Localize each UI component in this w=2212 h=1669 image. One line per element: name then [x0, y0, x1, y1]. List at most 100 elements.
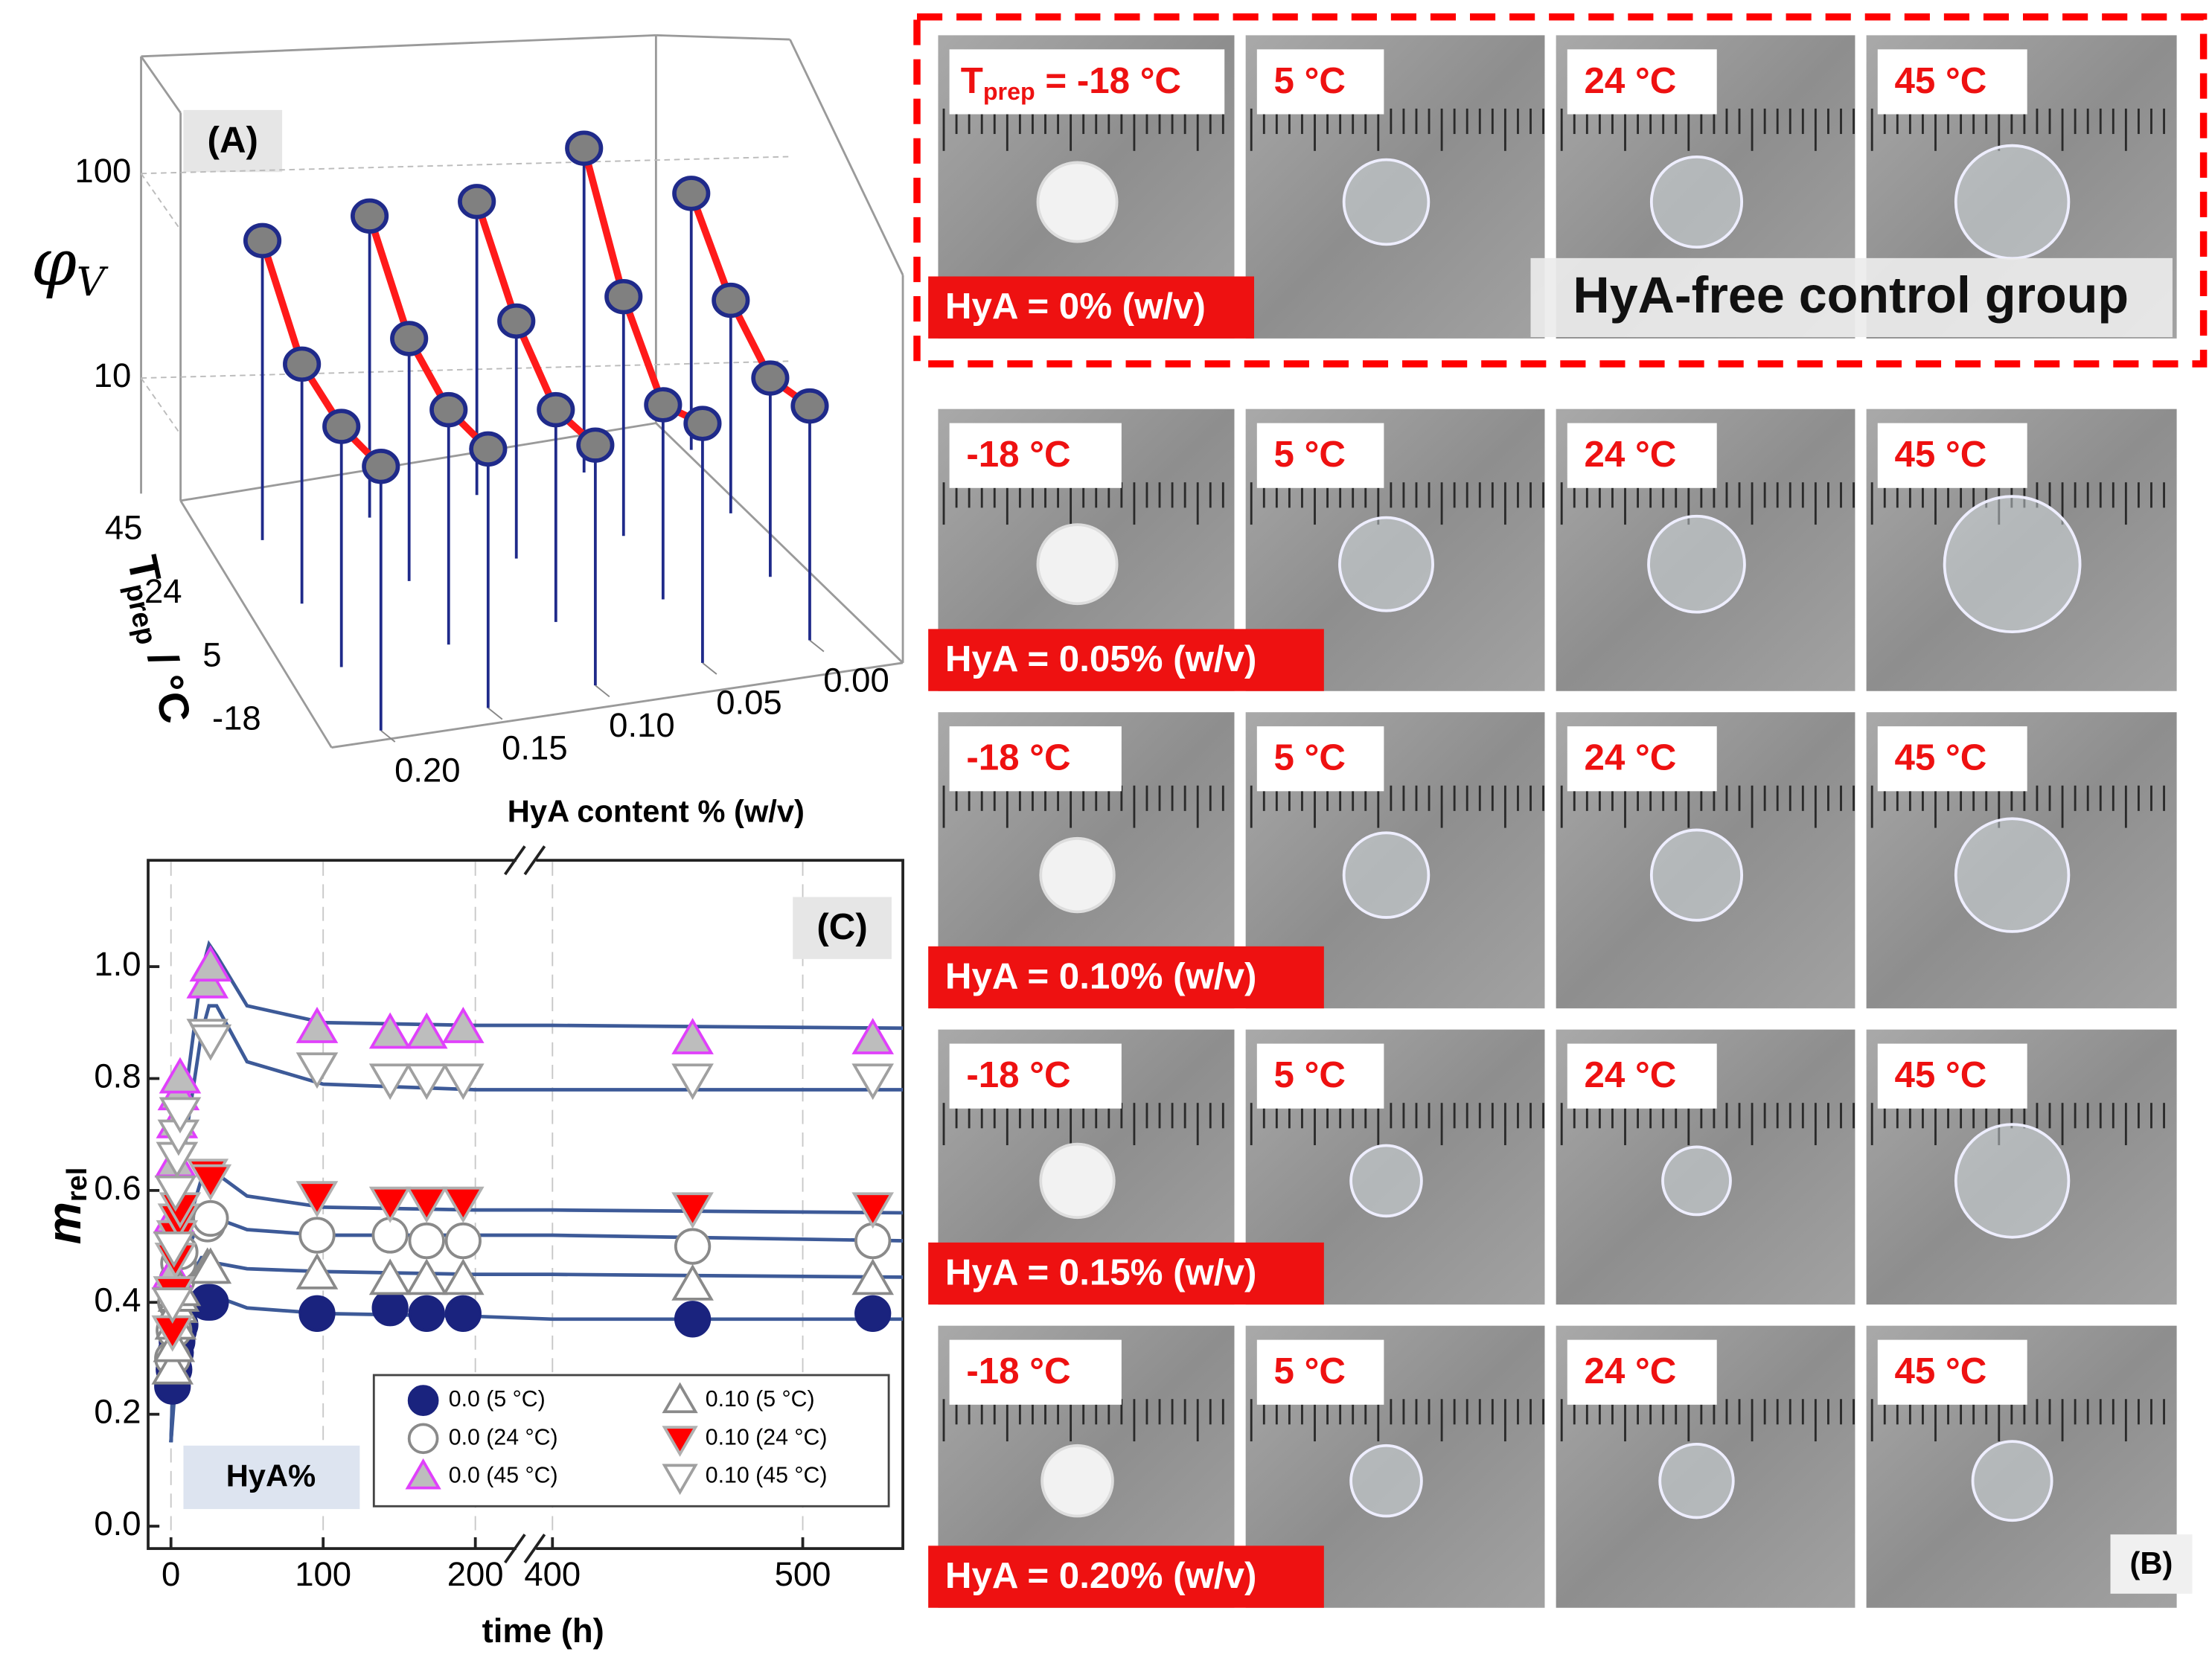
temp-label-bg [1567, 423, 1717, 488]
marker [674, 1301, 712, 1338]
temp-label: 45 °C [1895, 60, 1987, 101]
hya-label: HyA = 0% (w/v) [945, 286, 1206, 327]
gel-disc [1039, 836, 1116, 914]
x-tick-label: 0.00 [823, 661, 889, 699]
temp-label-bg [1256, 1043, 1384, 1109]
temp-label-bg [1567, 1339, 1717, 1405]
temp-label: 5 °C [1274, 1054, 1346, 1095]
marker [851, 1063, 895, 1101]
legend-label: 0.10 (5 °C) [706, 1387, 815, 1412]
z-axis-label-sub: V [77, 258, 109, 304]
marker [295, 1181, 339, 1218]
x-tick [809, 639, 825, 653]
chain-line [581, 147, 704, 427]
temp-label: 24 °C [1585, 737, 1677, 778]
marker [444, 1295, 482, 1332]
temp-label: 24 °C [1585, 1054, 1677, 1095]
x-tick-label: 500 [775, 1555, 831, 1593]
x-axis-label: time (h) [482, 1612, 604, 1650]
temp-label: 24 °C [1585, 434, 1677, 475]
marker [537, 391, 575, 428]
marker [371, 1290, 409, 1327]
x-tick-label: 200 [447, 1555, 504, 1593]
marker [151, 1287, 194, 1324]
temp-label: 5 °C [1274, 434, 1346, 475]
marker [851, 1258, 895, 1295]
y-tick-label: 45 [105, 509, 143, 547]
marker [497, 303, 536, 339]
temp-label-bg [949, 1043, 1122, 1109]
z-axis-label-main: φ [31, 225, 77, 301]
marker [429, 391, 468, 428]
marker [405, 1458, 441, 1490]
legend-label: 0.0 (24 °C) [449, 1425, 558, 1449]
y-axis-label-main: m [37, 1202, 91, 1244]
legend-label: 0.0 (5 °C) [449, 1387, 546, 1412]
marker [662, 1464, 698, 1496]
marker [153, 1231, 196, 1268]
marker [362, 449, 400, 484]
marker [351, 198, 389, 234]
y-tick-label: 24 [144, 572, 182, 610]
x-tick-label: 0 [162, 1555, 180, 1593]
marker [368, 1186, 412, 1223]
legend-label: 0.10 (45 °C) [706, 1463, 828, 1487]
temp-label-bg [949, 1339, 1122, 1405]
marker [405, 1012, 448, 1049]
control-label: HyA-free control group [1573, 267, 2129, 324]
gel-disc [1342, 831, 1431, 919]
marker [442, 1063, 485, 1101]
hya-label-bg [928, 276, 1255, 339]
axis-break [523, 1534, 546, 1564]
temp-label: 45 °C [1895, 434, 1987, 475]
temp-label-bg [1877, 1339, 2027, 1405]
marker [368, 1063, 412, 1101]
y-tick-label: 0.8 [94, 1057, 141, 1095]
temp-label: 5 °C [1274, 737, 1346, 778]
axis-break [504, 1534, 526, 1564]
marker [671, 1192, 714, 1229]
marker [295, 1052, 339, 1089]
temp-label-sub: prep [983, 78, 1035, 105]
marker [751, 360, 790, 396]
y-tick-label: 0.6 [94, 1169, 141, 1207]
y-tick-label: 0.0 [94, 1505, 141, 1543]
temp-label-bg [1256, 423, 1384, 488]
marker [683, 406, 722, 441]
gel-disc [1041, 1444, 1114, 1518]
marker [790, 388, 829, 424]
temp-label-bg [949, 726, 1122, 792]
x-tick-label: 0.05 [716, 684, 782, 722]
marker [851, 1192, 895, 1229]
group-label: HyA% [226, 1458, 316, 1493]
chain-line [473, 200, 598, 448]
temp-label-main: T [961, 60, 983, 101]
legend-label: 0.0 (45 °C) [449, 1463, 558, 1487]
marker [674, 1228, 712, 1265]
temp-label-bg [1567, 49, 1717, 115]
temp-label: -18 °C [966, 434, 1070, 475]
marker [854, 1295, 892, 1332]
panel-label-bg [793, 897, 892, 959]
y-tick-label: 5 [202, 635, 221, 673]
marker [604, 278, 643, 315]
marker [368, 1012, 412, 1049]
temp-label: 45 °C [1895, 1351, 1987, 1391]
temp-label: 24 °C [1585, 1351, 1677, 1391]
marker [854, 1222, 892, 1260]
marker [407, 1385, 439, 1416]
gel-disc [1649, 155, 1744, 249]
marker [407, 1423, 439, 1455]
temp-label-bg [949, 423, 1122, 488]
x-tick-label: 0.15 [502, 728, 568, 766]
grid-line [140, 173, 182, 231]
temp-label-bg [1256, 726, 1384, 792]
gel-disc [1658, 1442, 1735, 1519]
temp-label: -18 °C [966, 737, 1070, 778]
y-tick-label: 0.4 [94, 1281, 141, 1319]
gel-disc [1954, 817, 2071, 933]
x-tick-label: 400 [524, 1555, 581, 1593]
temp-label-bg [1567, 1043, 1717, 1109]
